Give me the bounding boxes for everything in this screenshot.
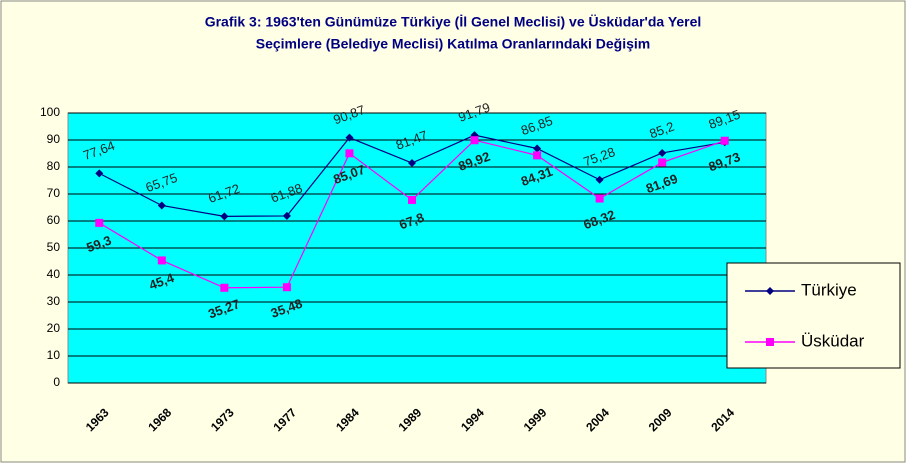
legend-label: Üsküdar <box>801 331 865 350</box>
y-tick-label: 50 <box>47 240 61 254</box>
point <box>157 201 166 210</box>
y-tick-label: 0 <box>53 375 60 389</box>
point <box>345 149 354 158</box>
point <box>220 283 229 292</box>
point <box>470 136 479 145</box>
point <box>766 338 774 346</box>
legend-box <box>726 262 901 369</box>
point <box>282 211 291 220</box>
point <box>658 158 667 167</box>
point <box>408 195 416 204</box>
chart-title: Grafik 3: 1963'ten Günümüze Türkiye (İl … <box>205 14 702 30</box>
point <box>533 144 542 153</box>
chart-title: Seçimlere (Belediye Meclisi) Katılma Ora… <box>256 36 651 52</box>
y-tick-label: 60 <box>47 213 61 227</box>
point <box>595 194 604 203</box>
point <box>157 256 166 265</box>
y-tick-label: 70 <box>47 186 61 200</box>
y-tick-label: 10 <box>47 348 61 362</box>
point <box>595 175 604 184</box>
point <box>408 159 416 168</box>
point <box>533 151 542 160</box>
y-tick-label: 30 <box>47 294 61 308</box>
y-tick-label: 90 <box>47 132 61 146</box>
y-tick-label: 20 <box>47 321 61 335</box>
point <box>282 283 291 292</box>
point <box>720 136 729 145</box>
point <box>766 287 774 295</box>
y-tick-label: 100 <box>40 105 60 119</box>
point <box>95 169 104 178</box>
point <box>220 212 229 221</box>
legend-label: Türkiye <box>801 280 857 299</box>
point <box>345 133 354 142</box>
point <box>658 148 667 157</box>
y-tick-label: 40 <box>47 267 61 281</box>
point <box>95 218 104 227</box>
y-tick-label: 80 <box>47 159 61 173</box>
